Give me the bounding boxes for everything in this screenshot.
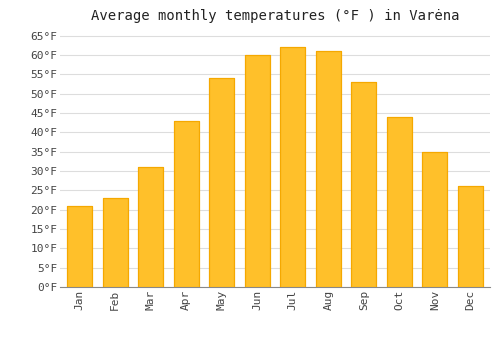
Bar — [280, 47, 305, 287]
Bar — [210, 78, 234, 287]
Bar — [316, 51, 340, 287]
Bar — [245, 55, 270, 287]
Bar — [245, 55, 270, 287]
Bar — [174, 121, 199, 287]
Bar — [280, 47, 305, 287]
Bar — [174, 121, 199, 287]
Title: Average monthly temperatures (°F ) in Varėna: Average monthly temperatures (°F ) in Va… — [91, 9, 459, 23]
Bar — [138, 167, 163, 287]
Bar — [352, 82, 376, 287]
Bar — [422, 152, 448, 287]
Bar — [316, 51, 340, 287]
Bar — [138, 167, 163, 287]
Bar — [387, 117, 412, 287]
Bar — [102, 198, 128, 287]
Bar — [458, 187, 483, 287]
Bar — [352, 82, 376, 287]
Bar — [102, 198, 128, 287]
Bar — [67, 206, 92, 287]
Bar — [422, 152, 448, 287]
Bar — [210, 78, 234, 287]
Bar — [458, 187, 483, 287]
Bar — [67, 206, 92, 287]
Bar — [387, 117, 412, 287]
